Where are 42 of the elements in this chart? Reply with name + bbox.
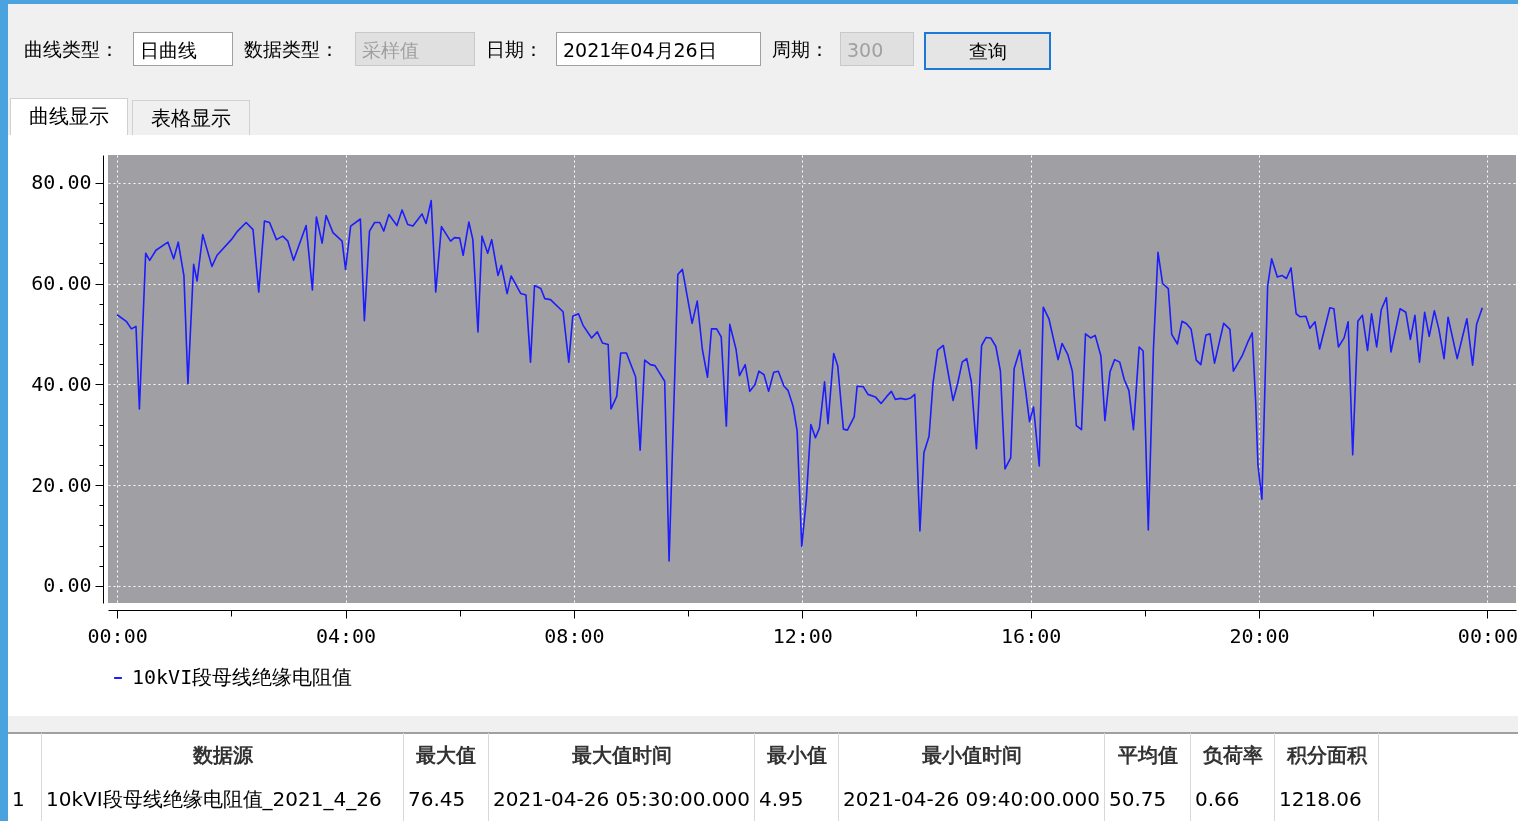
text: 最大值	[403, 733, 489, 777]
text: 76.45	[403, 777, 489, 821]
x-tick-label: 04:00	[315, 623, 377, 648]
text: 曲线类型：	[24, 37, 119, 62]
y-tick-label: 0.00	[43, 573, 92, 598]
text: 查询	[924, 32, 1051, 70]
text: 0.66	[1190, 777, 1275, 821]
y-tick-label: 60.00	[31, 271, 92, 295]
legend-label: 10kVI段母线绝缘电阻值	[132, 665, 353, 689]
text: 采样值	[355, 32, 475, 66]
text: 积分面积	[1274, 733, 1379, 777]
text: 负荷率	[1190, 733, 1275, 777]
text: 表格显示	[132, 100, 250, 135]
x-tick-label: 20:00	[1229, 623, 1290, 648]
text: 最小值	[754, 733, 839, 777]
text: 50.75	[1104, 777, 1191, 821]
text: 1	[8, 777, 42, 821]
y-tick-label: 40.00	[31, 371, 92, 396]
text: 周期：	[772, 37, 829, 62]
text: 4.95	[754, 777, 839, 821]
x-tick-label: 12:00	[772, 623, 833, 648]
text: 2021-04-26 05:30:00.000	[488, 777, 755, 821]
y-tick-label: 80.00	[31, 170, 92, 195]
text: 数据类型：	[244, 37, 339, 62]
text: 最大值时间	[488, 733, 755, 777]
x-tick-label: 08:00	[544, 623, 605, 648]
text: 曲线显示	[10, 98, 128, 136]
text: 日曲线	[133, 32, 233, 66]
x-tick-label: 00:00	[1457, 623, 1518, 648]
text: 2021-04-26 09:40:00.000	[838, 777, 1105, 821]
y-tick-label: 20.00	[31, 472, 92, 497]
text: 2021年04月26日	[556, 32, 761, 66]
text: 最小值时间	[838, 733, 1105, 777]
text: 平均值	[1104, 733, 1191, 777]
text: 1218.06	[1274, 777, 1379, 821]
text: 300	[840, 32, 914, 66]
x-tick-label: 00:00	[87, 623, 148, 648]
text: 10kVI段母线绝缘电阻值_2021_4_26	[41, 777, 404, 821]
text: 数据源	[41, 733, 404, 777]
line-series	[116, 199, 1484, 562]
text: 日期：	[486, 37, 543, 62]
x-tick-label: 16:00	[1001, 623, 1062, 648]
